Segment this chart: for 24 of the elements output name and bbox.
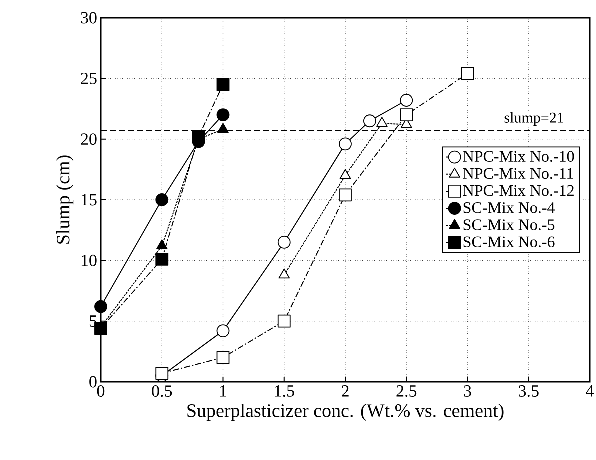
x-tick-label: 0.5 [152,386,172,398]
legend-label: NPC-Mix No.-11 [463,168,574,180]
y-tick-label: 10 [82,254,97,266]
x-tick-label: 0 [97,386,105,398]
x-tick-label: 4 [586,386,594,397]
y-tick-label: 30 [81,12,97,24]
y-axis-title: Slump (cm) [56,156,74,244]
legend-label: NPC-Mix No.-10 [463,151,574,162]
legend-label: SC-Mix No.-5 [464,220,555,230]
x-tick-label: 3 [464,386,472,397]
x-tick-label: 2.5 [396,386,417,398]
y-tick-label: 20 [81,134,97,146]
x-axis-title: Superplasticizer conc. (Wt.% vs. cement) [188,404,504,422]
y-tick-label: 0 [90,376,97,388]
y-tick-label: 15 [82,194,97,206]
legend-label: NPC-Mix No.-12 [463,185,574,196]
legend-label: SC-Mix No.-4 [464,202,555,214]
x-tick-label: 1.5 [275,386,294,397]
x-tick-label: 1 [220,386,226,397]
x-tick-label: 3.5 [519,386,539,398]
legend-label: SC-Mix No.-6 [464,236,555,248]
ref-line-label: slump=21 [504,112,564,126]
y-tick-label: 25 [81,72,97,84]
x-tick-label: 2 [342,386,349,397]
